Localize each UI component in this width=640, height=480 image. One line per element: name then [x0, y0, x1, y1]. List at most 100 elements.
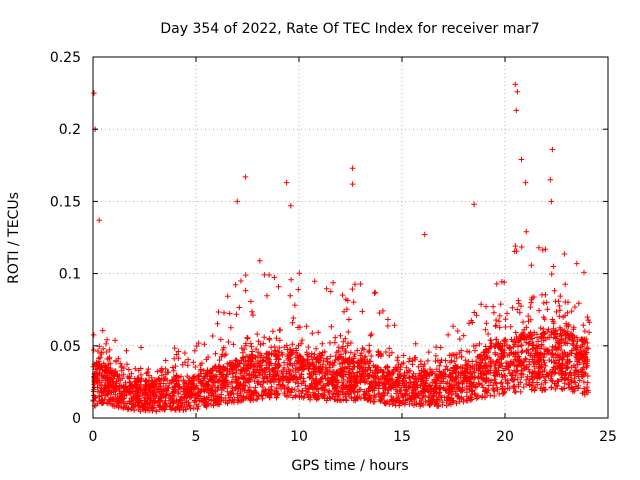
data-point [220, 365, 226, 371]
data-point [154, 368, 161, 375]
data-point [561, 251, 568, 257]
data-point [537, 325, 544, 331]
data-point [334, 379, 340, 386]
data-point [254, 374, 260, 381]
y-tick-label: 0.1 [59, 267, 81, 283]
data-point [390, 370, 397, 376]
data-point [323, 285, 330, 292]
data-point [146, 377, 152, 384]
data-point [299, 387, 306, 394]
data-point [512, 81, 519, 88]
data-point [314, 381, 320, 387]
data-point [571, 362, 577, 369]
data-point [339, 345, 346, 352]
data-point [173, 399, 180, 405]
data-point [285, 357, 291, 363]
data-point [333, 391, 339, 397]
data-point [422, 379, 429, 385]
data-point [565, 328, 571, 335]
data-point [176, 384, 183, 391]
data-point [478, 374, 485, 380]
data-point [212, 384, 218, 391]
data-point [308, 380, 315, 387]
data-point [217, 371, 223, 378]
data-point [157, 403, 163, 409]
data-point [290, 375, 297, 381]
data-point [534, 334, 540, 341]
data-point [340, 338, 347, 345]
data-point [234, 376, 240, 382]
data-point [559, 368, 566, 375]
data-point [379, 395, 385, 402]
data-point [402, 401, 408, 408]
data-point [288, 202, 294, 209]
x-tick-label: 5 [192, 429, 201, 445]
data-point [360, 391, 367, 398]
data-point [268, 378, 274, 384]
data-point [359, 360, 365, 366]
data-point [345, 329, 352, 335]
data-point [124, 361, 130, 368]
data-point [535, 338, 541, 345]
data-point [367, 332, 374, 339]
data-point [504, 310, 510, 317]
data-point [512, 388, 519, 395]
data-point [115, 376, 122, 382]
data-point [487, 337, 494, 344]
data-point [434, 396, 440, 403]
data-point [312, 391, 318, 398]
data-point [354, 347, 361, 354]
data-point [518, 342, 524, 349]
data-point [157, 404, 164, 410]
data-point [571, 375, 578, 382]
data-point [166, 398, 172, 404]
data-point [400, 352, 407, 359]
data-point [177, 407, 183, 413]
data-point [101, 385, 108, 392]
data-point [336, 344, 342, 350]
data-point [259, 358, 266, 365]
data-point [575, 383, 582, 389]
data-point [541, 359, 548, 366]
data-point [130, 403, 137, 410]
data-point [197, 368, 204, 374]
data-point [171, 378, 177, 385]
data-point [433, 374, 440, 381]
data-point [115, 355, 122, 362]
data-point [276, 362, 283, 369]
data-point [515, 297, 522, 304]
data-point [112, 337, 118, 344]
data-point [349, 286, 356, 292]
data-point [455, 328, 461, 334]
data-point [499, 343, 506, 349]
data-point [304, 391, 311, 398]
data-point [317, 363, 323, 369]
data-point [182, 350, 188, 356]
data-point [272, 364, 278, 371]
data-point [404, 388, 410, 395]
data-point [121, 365, 127, 371]
data-point [236, 392, 242, 399]
data-point [515, 343, 521, 350]
data-point [317, 377, 324, 383]
data-point [206, 370, 213, 376]
data-point [260, 392, 266, 399]
data-point [526, 331, 532, 337]
data-point [394, 374, 401, 380]
data-point [120, 383, 127, 390]
data-point [175, 381, 182, 388]
data-point [194, 392, 201, 399]
data-point [354, 364, 361, 370]
data-point [328, 324, 335, 330]
data-point [342, 350, 349, 356]
data-point [342, 335, 349, 342]
data-point [408, 396, 414, 403]
data-point [493, 322, 499, 329]
data-point [368, 353, 374, 359]
data-point [555, 378, 561, 384]
data-point [287, 293, 293, 299]
data-point [499, 363, 505, 370]
data-point [154, 386, 160, 393]
data-point [461, 378, 467, 385]
data-point [515, 349, 521, 356]
